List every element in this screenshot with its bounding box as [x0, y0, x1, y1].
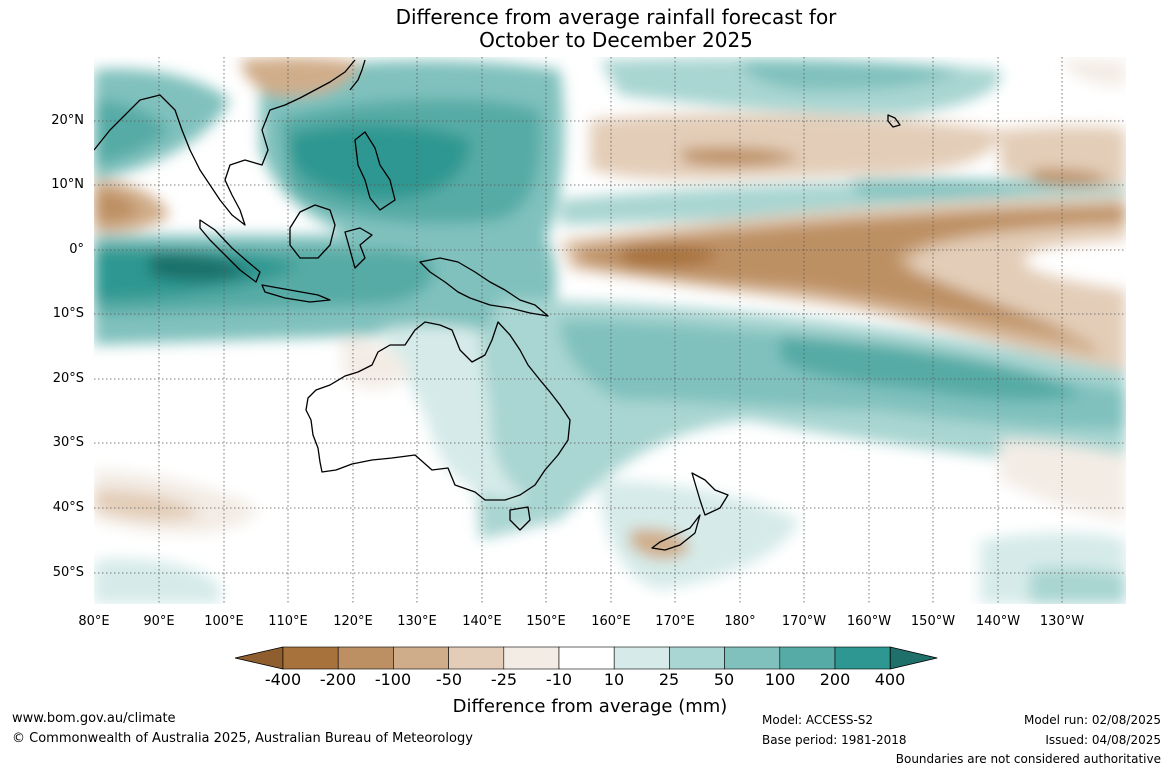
- lat-label: 30°S: [52, 435, 84, 450]
- lon-gridlines: [158, 57, 1063, 604]
- hawaii-coastline: [887, 114, 901, 128]
- java-coastline: [261, 284, 331, 303]
- colorbar-label: 200: [819, 670, 851, 689]
- lon-label: 130°E: [397, 614, 437, 629]
- lat-label: 40°S: [52, 500, 84, 515]
- colorbar-segment: [503, 646, 560, 670]
- borneo-coastline: [289, 204, 336, 259]
- colorbar-title: Difference from average (mm): [452, 696, 728, 717]
- title-line-1: Difference from average rainfall forecas…: [395, 5, 837, 29]
- colorbar: [234, 646, 938, 670]
- colorbar-label: 400: [874, 670, 906, 689]
- colorbar-extend-high: [889, 646, 938, 670]
- colorbar-label: 25: [658, 670, 680, 689]
- boundaries-disclaimer: Boundaries are not considered authoritat…: [895, 752, 1161, 766]
- lat-label: 10°S: [52, 306, 84, 321]
- colorbar-segment: [724, 646, 781, 670]
- colorbar-segment: [669, 646, 725, 670]
- colorbar-label: 10: [603, 670, 625, 689]
- colorbar-extend-low: [234, 646, 284, 670]
- base-period: Base period: 1981-2018: [762, 733, 907, 747]
- colorbar-segment: [834, 646, 891, 670]
- colorbar-segment: [337, 646, 394, 670]
- philippines-coastline: [354, 131, 396, 211]
- new-guinea-coastline: [419, 257, 549, 317]
- lon-label: 180°: [724, 614, 756, 629]
- lon-label: 100°E: [204, 614, 244, 629]
- sulawesi-coastline: [344, 227, 373, 269]
- lon-label: 130°W: [1039, 614, 1085, 629]
- lon-label: 150°E: [526, 614, 566, 629]
- colorbar-segment: [779, 646, 836, 670]
- colorbar-label: 100: [764, 670, 796, 689]
- new-zealand-south-coastline: [651, 514, 701, 551]
- lat-label: 20°N: [51, 113, 84, 128]
- issued-date: Issued: 04/08/2025: [1045, 733, 1161, 747]
- colorbar-label: -400: [264, 670, 302, 689]
- rainfall-anomaly-field: [94, 57, 1126, 604]
- colorbar-segment: [393, 646, 449, 670]
- asia-mainland-coastline: [94, 59, 356, 226]
- lon-label: 120°E: [333, 614, 373, 629]
- colorbar-label: -200: [319, 670, 357, 689]
- sumatra-coastline: [199, 219, 261, 283]
- lon-label: 110°E: [268, 614, 308, 629]
- colorbar-label: -50: [435, 670, 463, 689]
- title-line-2: October to December 2025: [479, 28, 753, 52]
- new-zealand-north-coastline: [691, 472, 729, 516]
- colorbar-segment: [448, 646, 505, 670]
- lat-gridlines: [94, 120, 1126, 574]
- colorbar-segment: [558, 646, 615, 670]
- colorbar-label: 50: [713, 670, 735, 689]
- lon-label: 140°W: [975, 614, 1021, 629]
- colorbar-label: -100: [374, 670, 412, 689]
- colorbar-segment: [282, 646, 339, 670]
- model-name: Model: ACCESS-S2: [762, 713, 874, 727]
- japan-coastline: [349, 59, 366, 91]
- lon-label: 140°E: [462, 614, 502, 629]
- lon-label: 170°W: [781, 614, 827, 629]
- australia-coastline: [305, 321, 571, 501]
- lon-label: 150°W: [910, 614, 956, 629]
- colorbar-segment: [613, 646, 670, 670]
- website-link[interactable]: www.bom.gov.au/climate: [12, 711, 176, 726]
- colorbar-label: -25: [490, 670, 518, 689]
- lon-label: 170°E: [655, 614, 695, 629]
- lat-label: 0°: [69, 242, 84, 257]
- lat-label: 50°S: [52, 565, 84, 580]
- lon-label: 160°E: [591, 614, 631, 629]
- lat-label: 20°S: [52, 371, 84, 386]
- colorbar-label: -10: [545, 670, 573, 689]
- tasmania-coastline: [509, 506, 531, 531]
- lon-label: 80°E: [78, 614, 110, 629]
- copyright-text: © Commonwealth of Australia 2025, Austra…: [12, 731, 473, 746]
- model-run-date: Model run: 02/08/2025: [1023, 713, 1161, 727]
- lat-label: 10°N: [51, 177, 84, 192]
- lon-label: 90°E: [143, 614, 175, 629]
- lon-label: 160°W: [846, 614, 892, 629]
